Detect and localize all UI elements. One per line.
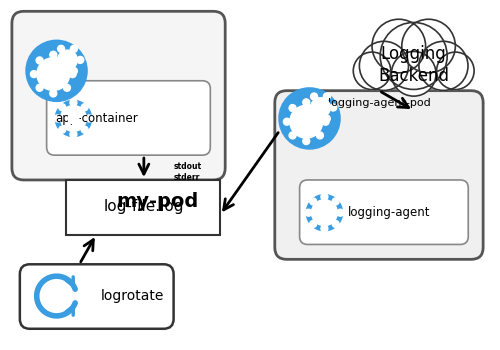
Circle shape xyxy=(68,56,72,60)
Circle shape xyxy=(316,103,325,112)
Circle shape xyxy=(81,104,88,111)
Circle shape xyxy=(60,106,86,131)
Circle shape xyxy=(37,58,70,91)
Circle shape xyxy=(74,113,79,118)
Circle shape xyxy=(77,56,84,63)
Circle shape xyxy=(290,105,322,138)
Circle shape xyxy=(321,193,328,200)
Circle shape xyxy=(289,105,296,112)
Circle shape xyxy=(50,51,56,58)
Circle shape xyxy=(58,46,64,52)
Circle shape xyxy=(284,118,290,125)
Circle shape xyxy=(310,198,316,205)
Circle shape xyxy=(310,98,330,117)
Circle shape xyxy=(321,103,325,107)
Text: logrotate: logrotate xyxy=(101,289,164,303)
Circle shape xyxy=(354,52,391,90)
Circle shape xyxy=(69,71,76,78)
Circle shape xyxy=(337,209,344,216)
Text: logging-agent-pod: logging-agent-pod xyxy=(328,98,430,107)
Circle shape xyxy=(310,93,318,100)
Circle shape xyxy=(360,41,408,90)
Circle shape xyxy=(86,115,93,122)
Circle shape xyxy=(36,84,43,91)
Text: stdout
stderr: stdout stderr xyxy=(174,162,202,182)
Circle shape xyxy=(300,115,313,129)
Circle shape xyxy=(70,46,78,52)
Circle shape xyxy=(324,115,330,122)
Circle shape xyxy=(380,22,447,90)
FancyBboxPatch shape xyxy=(275,91,483,259)
Circle shape xyxy=(322,118,329,125)
Bar xyxy=(66,180,220,234)
Circle shape xyxy=(58,50,78,70)
Circle shape xyxy=(332,220,339,228)
Text: Backend: Backend xyxy=(378,67,449,85)
Circle shape xyxy=(332,198,339,205)
Circle shape xyxy=(310,115,318,122)
Circle shape xyxy=(70,99,77,106)
Circle shape xyxy=(306,195,342,231)
Circle shape xyxy=(58,126,66,133)
FancyBboxPatch shape xyxy=(20,264,174,329)
Circle shape xyxy=(303,99,310,106)
Circle shape xyxy=(54,67,60,73)
Circle shape xyxy=(316,105,324,112)
Circle shape xyxy=(436,52,474,90)
Circle shape xyxy=(50,90,56,97)
FancyBboxPatch shape xyxy=(300,180,468,244)
Circle shape xyxy=(312,200,338,226)
Text: Logging: Logging xyxy=(381,45,446,63)
Circle shape xyxy=(392,51,436,96)
Circle shape xyxy=(305,209,312,216)
Circle shape xyxy=(58,104,66,111)
Circle shape xyxy=(36,57,43,64)
Circle shape xyxy=(325,207,330,212)
Circle shape xyxy=(46,67,60,81)
Circle shape xyxy=(56,100,92,136)
Circle shape xyxy=(330,104,336,111)
Text: log-file.log: log-file.log xyxy=(104,199,184,214)
FancyBboxPatch shape xyxy=(12,11,225,180)
Circle shape xyxy=(58,68,64,75)
Circle shape xyxy=(81,126,88,133)
Circle shape xyxy=(321,225,328,232)
Circle shape xyxy=(316,132,324,139)
Text: app-container: app-container xyxy=(55,112,138,125)
Circle shape xyxy=(303,138,310,145)
Circle shape xyxy=(419,41,468,90)
Circle shape xyxy=(70,131,77,138)
Circle shape xyxy=(26,40,87,102)
Circle shape xyxy=(319,207,330,218)
Circle shape xyxy=(324,93,330,100)
Circle shape xyxy=(307,114,314,121)
Circle shape xyxy=(64,57,70,64)
Circle shape xyxy=(68,113,79,124)
Circle shape xyxy=(30,71,38,78)
FancyBboxPatch shape xyxy=(46,81,210,155)
Circle shape xyxy=(54,115,61,122)
Circle shape xyxy=(402,19,456,73)
Circle shape xyxy=(64,84,70,91)
Circle shape xyxy=(289,132,296,139)
Circle shape xyxy=(372,19,426,73)
Circle shape xyxy=(63,56,72,64)
Circle shape xyxy=(51,56,58,63)
Circle shape xyxy=(70,68,78,75)
Circle shape xyxy=(279,88,340,149)
Text: logging-agent: logging-agent xyxy=(348,206,430,219)
Circle shape xyxy=(304,104,311,111)
Circle shape xyxy=(310,220,316,228)
Text: my-pod: my-pod xyxy=(116,192,198,211)
